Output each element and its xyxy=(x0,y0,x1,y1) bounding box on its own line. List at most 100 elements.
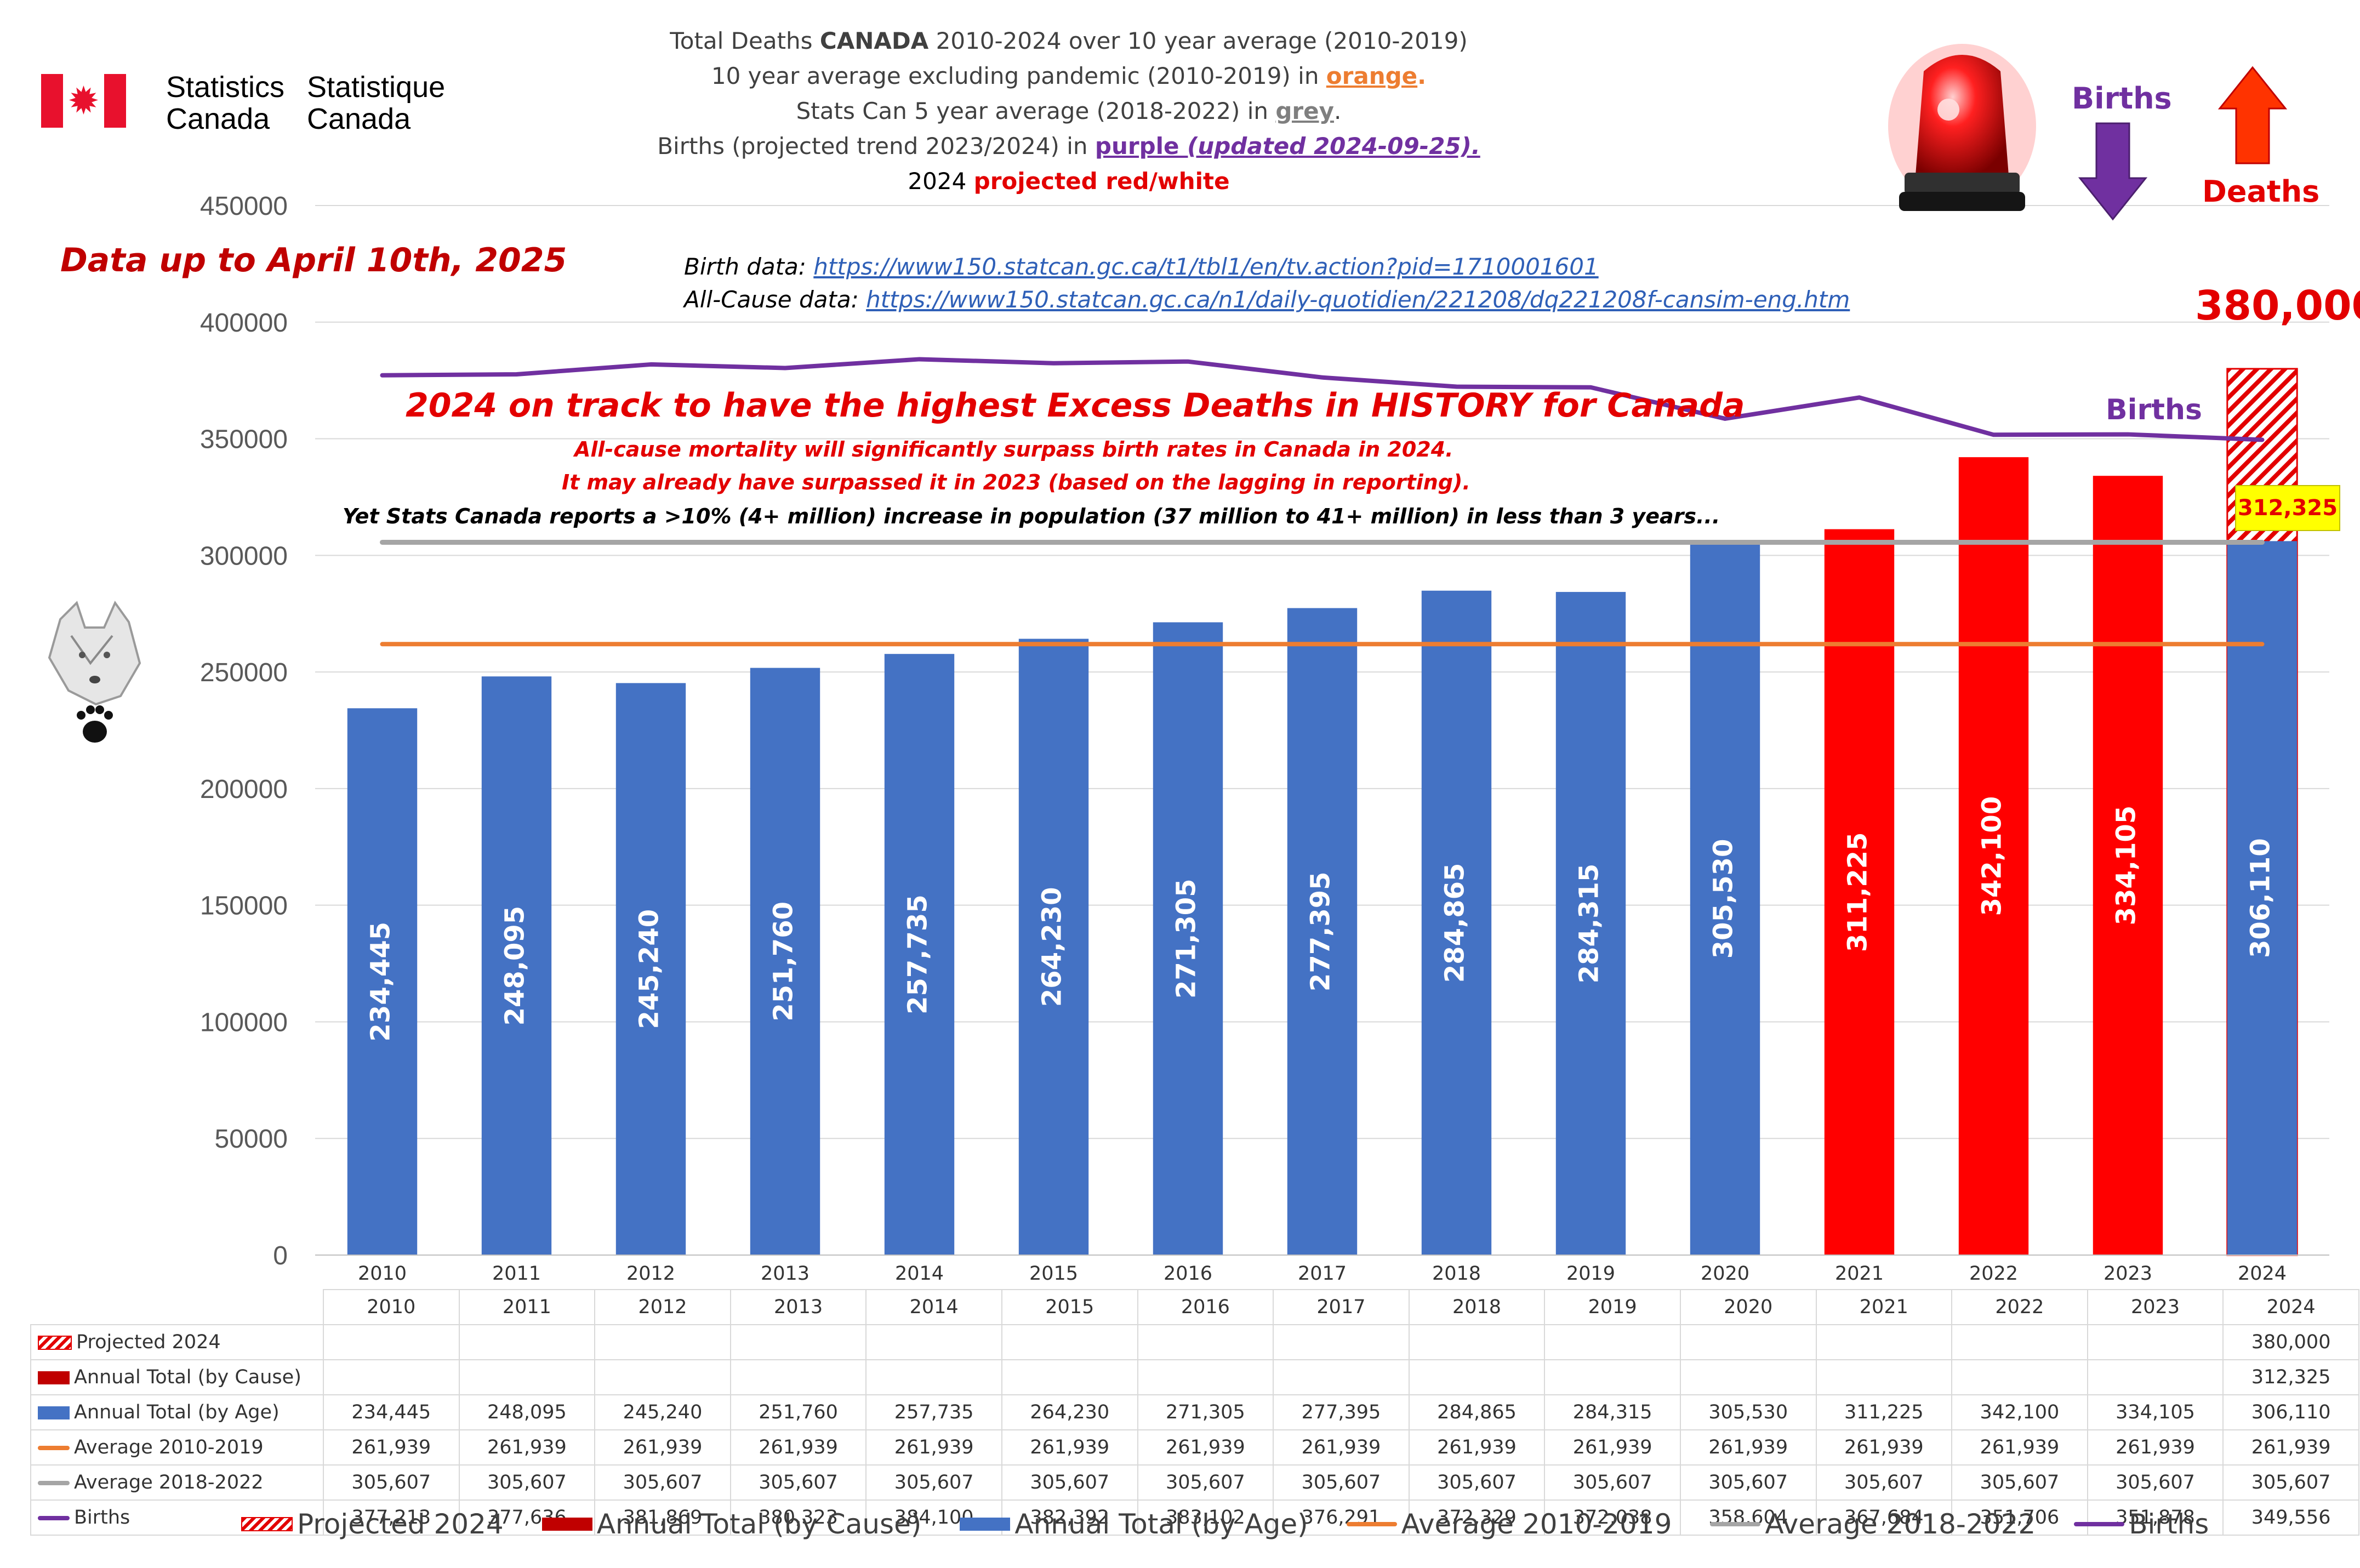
table-cell: 261,939 xyxy=(1408,1429,1546,1466)
table-cell: 261,939 xyxy=(1273,1429,1410,1466)
title-line-2: 10 year average excluding pandemic (2010… xyxy=(711,62,1427,89)
table-cell: 261,939 xyxy=(2222,1429,2359,1466)
table-row: Annual Total (by Age) 234,445 248,095 245,2… xyxy=(30,1394,2359,1430)
table-cell: 380,000 xyxy=(2222,1324,2359,1360)
table-cell: 305,607 xyxy=(2087,1464,2224,1501)
bar-value-label: 334,105 xyxy=(2111,806,2142,926)
table-cell xyxy=(1679,1359,1817,1395)
headline-annotation: 2024 on track to have the highest Excess… xyxy=(406,386,1745,425)
table-year-header: 2021 xyxy=(1815,1289,1953,1325)
series-swatch-icon xyxy=(38,1481,70,1485)
brand-en-line1: Statistics xyxy=(166,71,285,104)
birth-source-link[interactable]: https://www150.statcan.gc.ca/t1/tbl1/en/… xyxy=(813,253,1599,280)
table-cell xyxy=(1408,1359,1546,1395)
x-tick-label: 2012 xyxy=(626,1263,675,1285)
bar xyxy=(1018,638,1089,1255)
brand-fr-line2: Canada xyxy=(307,102,411,135)
table-row-header: Projected 2024 xyxy=(30,1324,324,1360)
table-cell: 342,100 xyxy=(1951,1394,2088,1430)
bar-value-label: 306,110 xyxy=(2245,838,2276,958)
table-corner xyxy=(31,1290,324,1325)
table-cell: 261,939 xyxy=(1951,1429,2088,1466)
table-cell: 261,939 xyxy=(1544,1429,1681,1466)
bar-value-label: 342,100 xyxy=(1977,796,2008,916)
bar xyxy=(1824,529,1895,1255)
table-cell xyxy=(1951,1324,2088,1360)
y-tick-label: 400000 xyxy=(200,309,288,338)
table-cell: 377,213 xyxy=(323,1499,460,1536)
series-swatch-icon xyxy=(38,1406,70,1419)
bar xyxy=(1287,608,1358,1255)
table-cell xyxy=(594,1359,731,1395)
title-line-1: Total Deaths CANADA 2010-2024 over 10 ye… xyxy=(670,27,1468,54)
table-year-header: 2014 xyxy=(865,1289,1002,1325)
title-line-5: 2024 projected red/white xyxy=(908,168,1230,195)
table-cell: 377,636 xyxy=(458,1499,596,1536)
table-cell: 305,607 xyxy=(1679,1464,1817,1501)
x-tick-label: 2016 xyxy=(1164,1263,1212,1285)
table-cell xyxy=(1001,1359,1138,1395)
table-cell: 351,878 xyxy=(2087,1499,2224,1536)
table-cell xyxy=(594,1324,731,1360)
bar-value-label: 311,225 xyxy=(1843,832,1873,952)
table-cell xyxy=(323,1324,460,1360)
table-cell xyxy=(2087,1324,2224,1360)
x-tick-label: 2021 xyxy=(1835,1263,1884,1285)
series-name: Annual Total (by Age) xyxy=(74,1401,280,1423)
projected-swatch-icon xyxy=(241,1517,293,1531)
x-tick-label: 2011 xyxy=(492,1263,541,1285)
table-cell xyxy=(1137,1359,1274,1395)
title-line-4: Births (projected trend 2023/2024) in pu… xyxy=(657,133,1480,159)
y-tick-label: 300000 xyxy=(200,541,288,571)
canada-flag-icon: ✹ xyxy=(41,74,126,128)
table-cell: 312,325 xyxy=(2222,1359,2359,1395)
table-cell: 380,323 xyxy=(729,1499,867,1536)
table-cell xyxy=(729,1324,867,1360)
table-cell: 305,607 xyxy=(1815,1464,1953,1501)
bar-value-label: 284,315 xyxy=(1574,864,1605,984)
bars: 234,445 248,095 245,240 251,760 257,735 264,2… xyxy=(347,368,2298,1256)
series-name: Average 2010-2019 xyxy=(74,1436,264,1458)
table-year-header: 2018 xyxy=(1408,1289,1546,1325)
up-arrow-icon xyxy=(2218,66,2288,164)
table-row: Annual Total (by Cause) 312,325 xyxy=(30,1359,2359,1395)
table-header-row: 2010 2011 2012 2013 2014 2015 2016 2017 2018 2019… xyxy=(31,1289,2359,1325)
bar xyxy=(2227,541,2298,1255)
table-year-header: 2017 xyxy=(1273,1289,1410,1325)
table-cell: 248,095 xyxy=(458,1394,596,1430)
allcause-source-link[interactable]: https://www150.statcan.gc.ca/n1/daily-qu… xyxy=(866,286,1850,313)
table-cell: 367,684 xyxy=(1815,1499,1953,1536)
table-cell: 261,939 xyxy=(1679,1429,1817,1466)
table-cell: 305,607 xyxy=(729,1464,867,1501)
deaths-indicator-label: Deaths xyxy=(2202,174,2320,209)
table-cell: 261,939 xyxy=(865,1429,1002,1466)
table-year-header: 2022 xyxy=(1951,1289,2088,1325)
table-cell: 305,607 xyxy=(865,1464,1002,1501)
series-swatch-icon xyxy=(38,1336,72,1350)
bar-value-label: 257,735 xyxy=(903,894,933,1014)
table-cell: 261,939 xyxy=(1001,1429,1138,1466)
y-tick-label: 350000 xyxy=(200,425,288,454)
table-cell: 234,445 xyxy=(323,1394,460,1430)
table-cell xyxy=(1815,1324,1953,1360)
annotation-line-2: It may already have surpassed it in 2023… xyxy=(562,470,1470,494)
y-tick-label: 450000 xyxy=(200,192,288,221)
table-year-header: 2011 xyxy=(458,1289,596,1325)
table-cell: 382,392 xyxy=(1001,1499,1138,1536)
births-indicator-label: Births xyxy=(2072,81,2172,116)
table-cell: 261,939 xyxy=(2087,1429,2224,1466)
table-cell: 372,329 xyxy=(1408,1499,1546,1536)
table-cell xyxy=(323,1359,460,1395)
table-row: Projected 2024 380,000 xyxy=(30,1324,2359,1360)
series-swatch-icon xyxy=(38,1446,70,1450)
bar-value-label: 284,865 xyxy=(1440,863,1470,983)
x-tick-label: 2020 xyxy=(1701,1263,1749,1285)
series-name: Births xyxy=(74,1507,130,1529)
cause-callout: 312,325 xyxy=(2235,485,2340,531)
table-cell: 305,607 xyxy=(1408,1464,1546,1501)
legend-cause: Annual Total (by Cause) xyxy=(541,1508,921,1540)
table-year-header: 2015 xyxy=(1001,1289,1138,1325)
bar xyxy=(615,683,686,1255)
births-swatch-icon xyxy=(2074,1522,2125,1526)
bar-value-label: 245,240 xyxy=(634,909,665,1029)
